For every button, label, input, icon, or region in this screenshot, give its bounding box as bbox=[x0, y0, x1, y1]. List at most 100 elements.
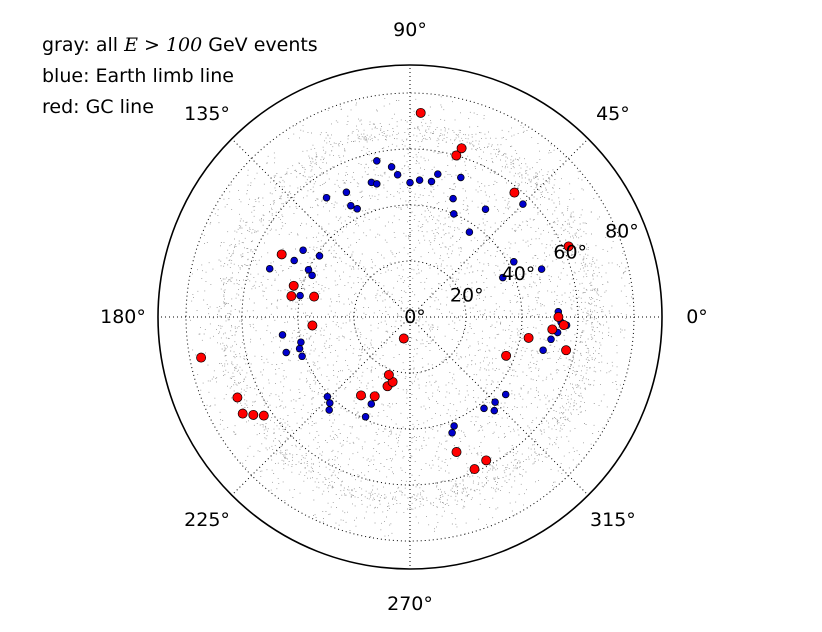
series-1-point bbox=[369, 391, 380, 402]
series-0-point bbox=[537, 265, 546, 273]
series-1-point bbox=[501, 350, 512, 361]
series-1-point bbox=[415, 107, 426, 118]
series-0-point bbox=[361, 413, 370, 421]
series-1-point bbox=[547, 324, 558, 335]
series-0-point bbox=[299, 246, 307, 254]
series-1-point bbox=[469, 464, 480, 475]
angular-tick-label: 225° bbox=[184, 509, 230, 531]
series-0-point bbox=[448, 429, 456, 437]
legend-blue: blue: Earth limb line bbox=[42, 65, 234, 87]
series-0-point bbox=[325, 406, 333, 414]
radial-tick-label: 0° bbox=[404, 306, 426, 328]
series-1-point bbox=[196, 352, 207, 363]
series-1-point bbox=[309, 291, 320, 302]
series-0-point bbox=[434, 170, 442, 178]
series-1-point bbox=[307, 320, 318, 331]
series-0-point bbox=[427, 177, 436, 186]
legend: gray: all E > 100 GeV events blue: Earth… bbox=[42, 30, 318, 123]
series-0-point bbox=[304, 265, 313, 274]
outer-boundary bbox=[157, 64, 663, 570]
radial-tick-label: 20° bbox=[450, 285, 484, 307]
series-1-point bbox=[232, 392, 243, 403]
background-point-cloud bbox=[186, 96, 634, 538]
series-0-point bbox=[481, 205, 490, 213]
series-1-point bbox=[456, 143, 467, 154]
series-0-point bbox=[457, 173, 465, 182]
radial-tick-label: 40° bbox=[502, 263, 536, 285]
series-0-point bbox=[406, 178, 414, 187]
series-1-point bbox=[563, 241, 574, 252]
series-0-point bbox=[342, 188, 351, 197]
series-0-point bbox=[539, 346, 547, 354]
series-1-point bbox=[481, 455, 492, 466]
angular-grid-spoke bbox=[231, 138, 411, 318]
series-0-point bbox=[465, 228, 474, 236]
series-0-point bbox=[450, 422, 458, 430]
series-0-point bbox=[308, 271, 316, 280]
series-0-point bbox=[296, 291, 304, 300]
series-0-point bbox=[519, 200, 527, 208]
series-1-point bbox=[398, 333, 409, 344]
angular-grid-spoke bbox=[409, 316, 589, 496]
radial-tick-label: 60° bbox=[553, 242, 587, 264]
series-0-point bbox=[510, 258, 518, 266]
series-0-point bbox=[490, 406, 499, 415]
angular-tick-label: 90° bbox=[393, 19, 427, 41]
legend-gray-variable: E bbox=[124, 34, 138, 56]
series-1-point bbox=[286, 291, 297, 302]
series-0-point bbox=[315, 252, 324, 260]
angular-tick-label: 0° bbox=[686, 306, 708, 328]
series-0-point bbox=[547, 335, 555, 344]
series-0-point bbox=[322, 193, 331, 202]
angular-tick-label: 270° bbox=[387, 593, 433, 615]
legend-red: red: GC line bbox=[42, 96, 154, 118]
axis-labels: 0° 45° 90° 135° 180° 225° 270° 315° 0° 20° 40° 60° 8… bbox=[100, 19, 708, 615]
angular-tick-label: 315° bbox=[590, 509, 636, 531]
angular-tick-label: 135° bbox=[184, 103, 230, 125]
series-1-point bbox=[356, 390, 366, 401]
series-0-point bbox=[501, 390, 510, 399]
series-0-point bbox=[323, 392, 332, 401]
series-1-point bbox=[553, 312, 564, 322]
series-0-point bbox=[278, 331, 287, 339]
series-0-point bbox=[480, 404, 488, 413]
radial-tick-label: 80° bbox=[605, 220, 639, 242]
series-0-point bbox=[499, 273, 507, 282]
series-1-point bbox=[248, 409, 259, 420]
series-1-point bbox=[276, 249, 287, 260]
series-1-point bbox=[509, 187, 520, 198]
series-0-point bbox=[353, 205, 361, 213]
data-series bbox=[196, 107, 574, 475]
series-0-point bbox=[282, 348, 290, 357]
series-0-point bbox=[347, 201, 355, 210]
series-1-point bbox=[237, 408, 248, 419]
series-0-point bbox=[297, 338, 305, 346]
series-0-point bbox=[298, 352, 306, 361]
series-0-point bbox=[415, 176, 424, 184]
series-1-point bbox=[451, 150, 462, 161]
series-1-point bbox=[561, 345, 572, 356]
series-0-point bbox=[449, 194, 457, 203]
series-1-point bbox=[558, 320, 569, 331]
series-0-point bbox=[450, 210, 458, 218]
angular-grid-spoke bbox=[231, 316, 411, 496]
legend-gray-threshold: 100 bbox=[165, 34, 203, 56]
angular-tick-label: 45° bbox=[596, 103, 630, 125]
series-1-point bbox=[451, 447, 462, 457]
series-0-point bbox=[295, 344, 304, 353]
background-points bbox=[186, 96, 634, 538]
series-0-point bbox=[393, 170, 402, 179]
legend-gray: gray: all E > 100 GeV events bbox=[42, 34, 318, 56]
series-0-point bbox=[326, 399, 334, 407]
series-0-point bbox=[373, 180, 381, 188]
series-0-point bbox=[387, 163, 396, 171]
series-1-point bbox=[523, 332, 534, 343]
series-1-point bbox=[383, 369, 394, 380]
series-1-point bbox=[288, 280, 299, 291]
polar-grid bbox=[157, 64, 663, 570]
series-0-point bbox=[367, 400, 376, 408]
series-1-point bbox=[258, 410, 269, 421]
series-0-point bbox=[373, 157, 381, 165]
angular-tick-label: 180° bbox=[100, 306, 146, 328]
